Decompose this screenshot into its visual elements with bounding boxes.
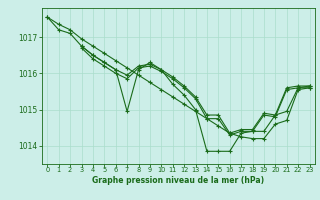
X-axis label: Graphe pression niveau de la mer (hPa): Graphe pression niveau de la mer (hPa) [92,176,264,185]
